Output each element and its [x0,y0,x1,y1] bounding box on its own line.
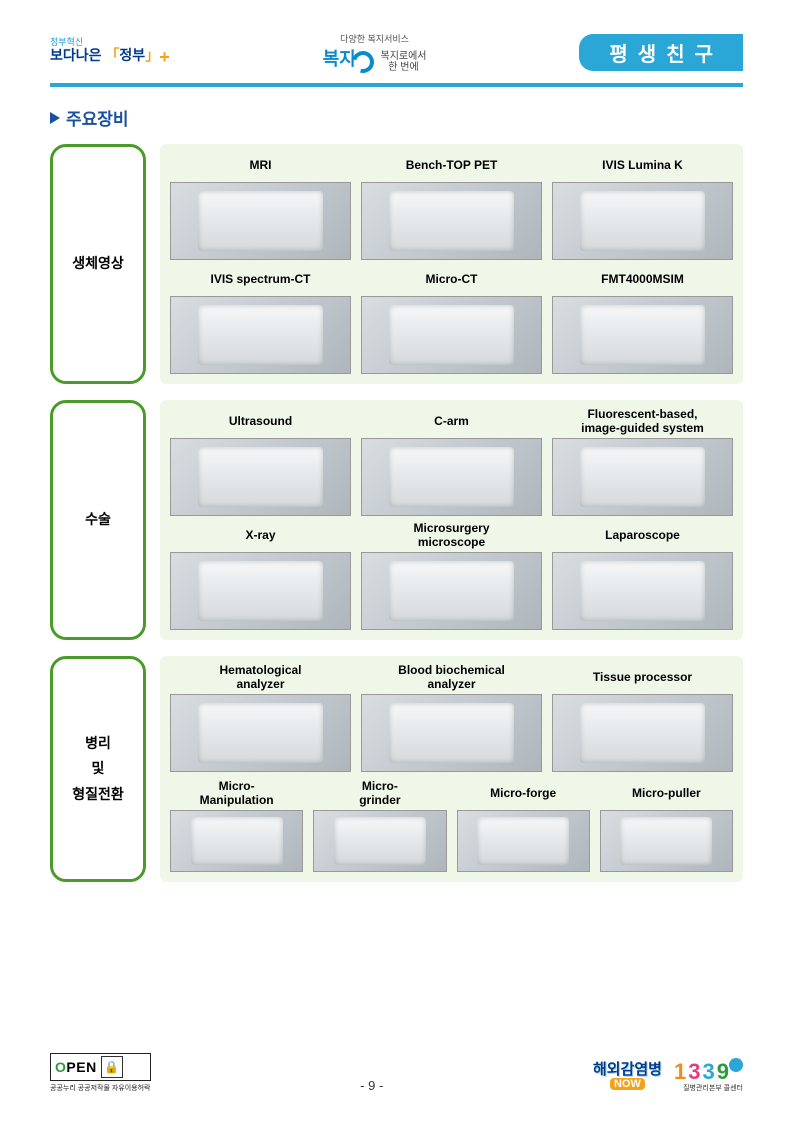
footer-right: 해외감염병 NOW 1339 질병관리본부 콜센터 [593,1059,743,1093]
items-panel: Ultrasound C-arm Fluorescent-based,image-g… [160,400,743,640]
equipment-label: X-ray [245,522,275,550]
equipment-label: Ultrasound [229,408,292,436]
equipment-image [552,694,733,772]
equipment-label: IVIS spectrum-CT [210,266,310,294]
equipment-item: Hematologicalanalyzer [170,664,351,772]
header-center-line1: 다양한 복지서비스 [323,32,427,45]
equipment-item: Tissue processor [552,664,733,772]
equipment-item: Micro-grinder [313,780,446,872]
equipment-image [313,810,446,872]
equipment-image [552,438,733,516]
equipment-item: Ultrasound [170,408,351,516]
equipment-label: IVIS Lumina K [602,152,683,180]
equipment-label: Fluorescent-based,image-guided system [581,408,704,436]
equipment-label: FMT4000MSIM [601,266,684,294]
items-panel: Hematologicalanalyzer Blood biochemicalan… [160,656,743,776]
equipment-item: Micro-puller [600,780,733,872]
items-panel: Micro-Manipulation Micro-grinder Micro-for… [160,776,743,882]
equipment-image [361,552,542,630]
equipment-item: Micro-CT [361,266,542,374]
call-1339: 1339 질병관리본부 콜센터 [674,1059,743,1093]
equipment-image [170,438,351,516]
equipment-image [170,182,351,260]
equipment-image [457,810,590,872]
equipment-image [361,182,542,260]
lock-icon: 🔒 [101,1056,123,1078]
equipment-image [170,552,351,630]
equipment-image [170,810,303,872]
header-logo-center: 다양한 복지서비스 복지 복지로에서 한 번에 [323,32,427,73]
triangle-icon [50,112,60,124]
header-left-line2: 보다나은 「정부」+ [50,48,170,68]
equipment-item: MRI [170,152,351,260]
equipment-image [600,810,733,872]
equipment-item: Bench-TOP PET [361,152,542,260]
equipment-image [170,694,351,772]
header-center-main: 복지 [323,49,356,69]
equipment-image [361,438,542,516]
equipment-image [552,296,733,374]
equipment-label: MRI [250,152,272,180]
equipment-image [361,694,542,772]
equipment-item: C-arm [361,408,542,516]
equipment-image [170,296,351,374]
category-label: 생체영상 [50,144,146,384]
section-title-text: 주요장비 [66,105,129,130]
equipment-label: Laparoscope [605,522,680,550]
equipment-row: 병리및형질전환 Hematologicalanalyzer Blood bioche… [50,656,743,882]
equipment-item: X-ray [170,522,351,630]
bubble-icon [729,1058,743,1072]
equipment-image [552,182,733,260]
page-footer: OPEN 🔒 공공누리 공공저작물 자유이용허락 - 9 - 해외감염병 NOW… [50,1053,743,1093]
equipment-label: Micro-puller [632,780,701,808]
equipment-item: Micro-Manipulation [170,780,303,872]
equipment-image [361,296,542,374]
equipment-item: Laparoscope [552,522,733,630]
category-label: 수술 [50,400,146,640]
equipment-item: Micro-forge [457,780,590,872]
open-badge: OPEN [55,1059,97,1075]
equipment-label: Microsurgerymicroscope [413,522,489,550]
equipment-label: Bench-TOP PET [406,152,498,180]
plus-icon: + [159,47,170,67]
equipment-label: Micro-grinder [359,780,400,808]
equipment-row: 생체영상 MRI Bench-TOP PET IVIS Lumina K IVIS sp… [50,144,743,384]
open-sub: 공공누리 공공저작물 자유이용허락 [50,1083,151,1093]
equipment-label: Tissue processor [593,664,692,692]
section-title: 주요장비 [50,105,743,130]
equipment-item: IVIS spectrum-CT [170,266,351,374]
now-badge: 해외감염병 NOW [593,1062,662,1091]
page-number: - 9 - [360,1078,383,1093]
equipment-label: Micro-forge [490,780,556,808]
footer-left: OPEN 🔒 공공누리 공공저작물 자유이용허락 [50,1053,151,1093]
equipment-image [552,552,733,630]
equipment-item: Blood biochemicalanalyzer [361,664,542,772]
equipment-label: C-arm [434,408,469,436]
equipment-label: Micro-CT [426,266,478,294]
header-logo-left: 정부혁신 보다나은 「정부」+ [50,38,170,68]
equipment-label: Micro-Manipulation [200,780,274,808]
page-header: 정부혁신 보다나은 「정부」+ 다양한 복지서비스 복지 복지로에서 한 번에 … [50,30,743,75]
equipment-item: FMT4000MSIM [552,266,733,374]
header-banner: 평생친구 [579,34,743,71]
equipment-item: Fluorescent-based,image-guided system [552,408,733,516]
category-label: 병리및형질전환 [50,656,146,882]
equipment-row: 수술 Ultrasound C-arm Fluorescent-based,image… [50,400,743,640]
header-rule [50,83,743,87]
equipment-item: Microsurgerymicroscope [361,522,542,630]
equipment-item: IVIS Lumina K [552,152,733,260]
equipment-label: Blood biochemicalanalyzer [398,664,505,692]
items-panel: MRI Bench-TOP PET IVIS Lumina K IVIS spectr… [160,144,743,384]
equipment-label: Hematologicalanalyzer [219,664,301,692]
